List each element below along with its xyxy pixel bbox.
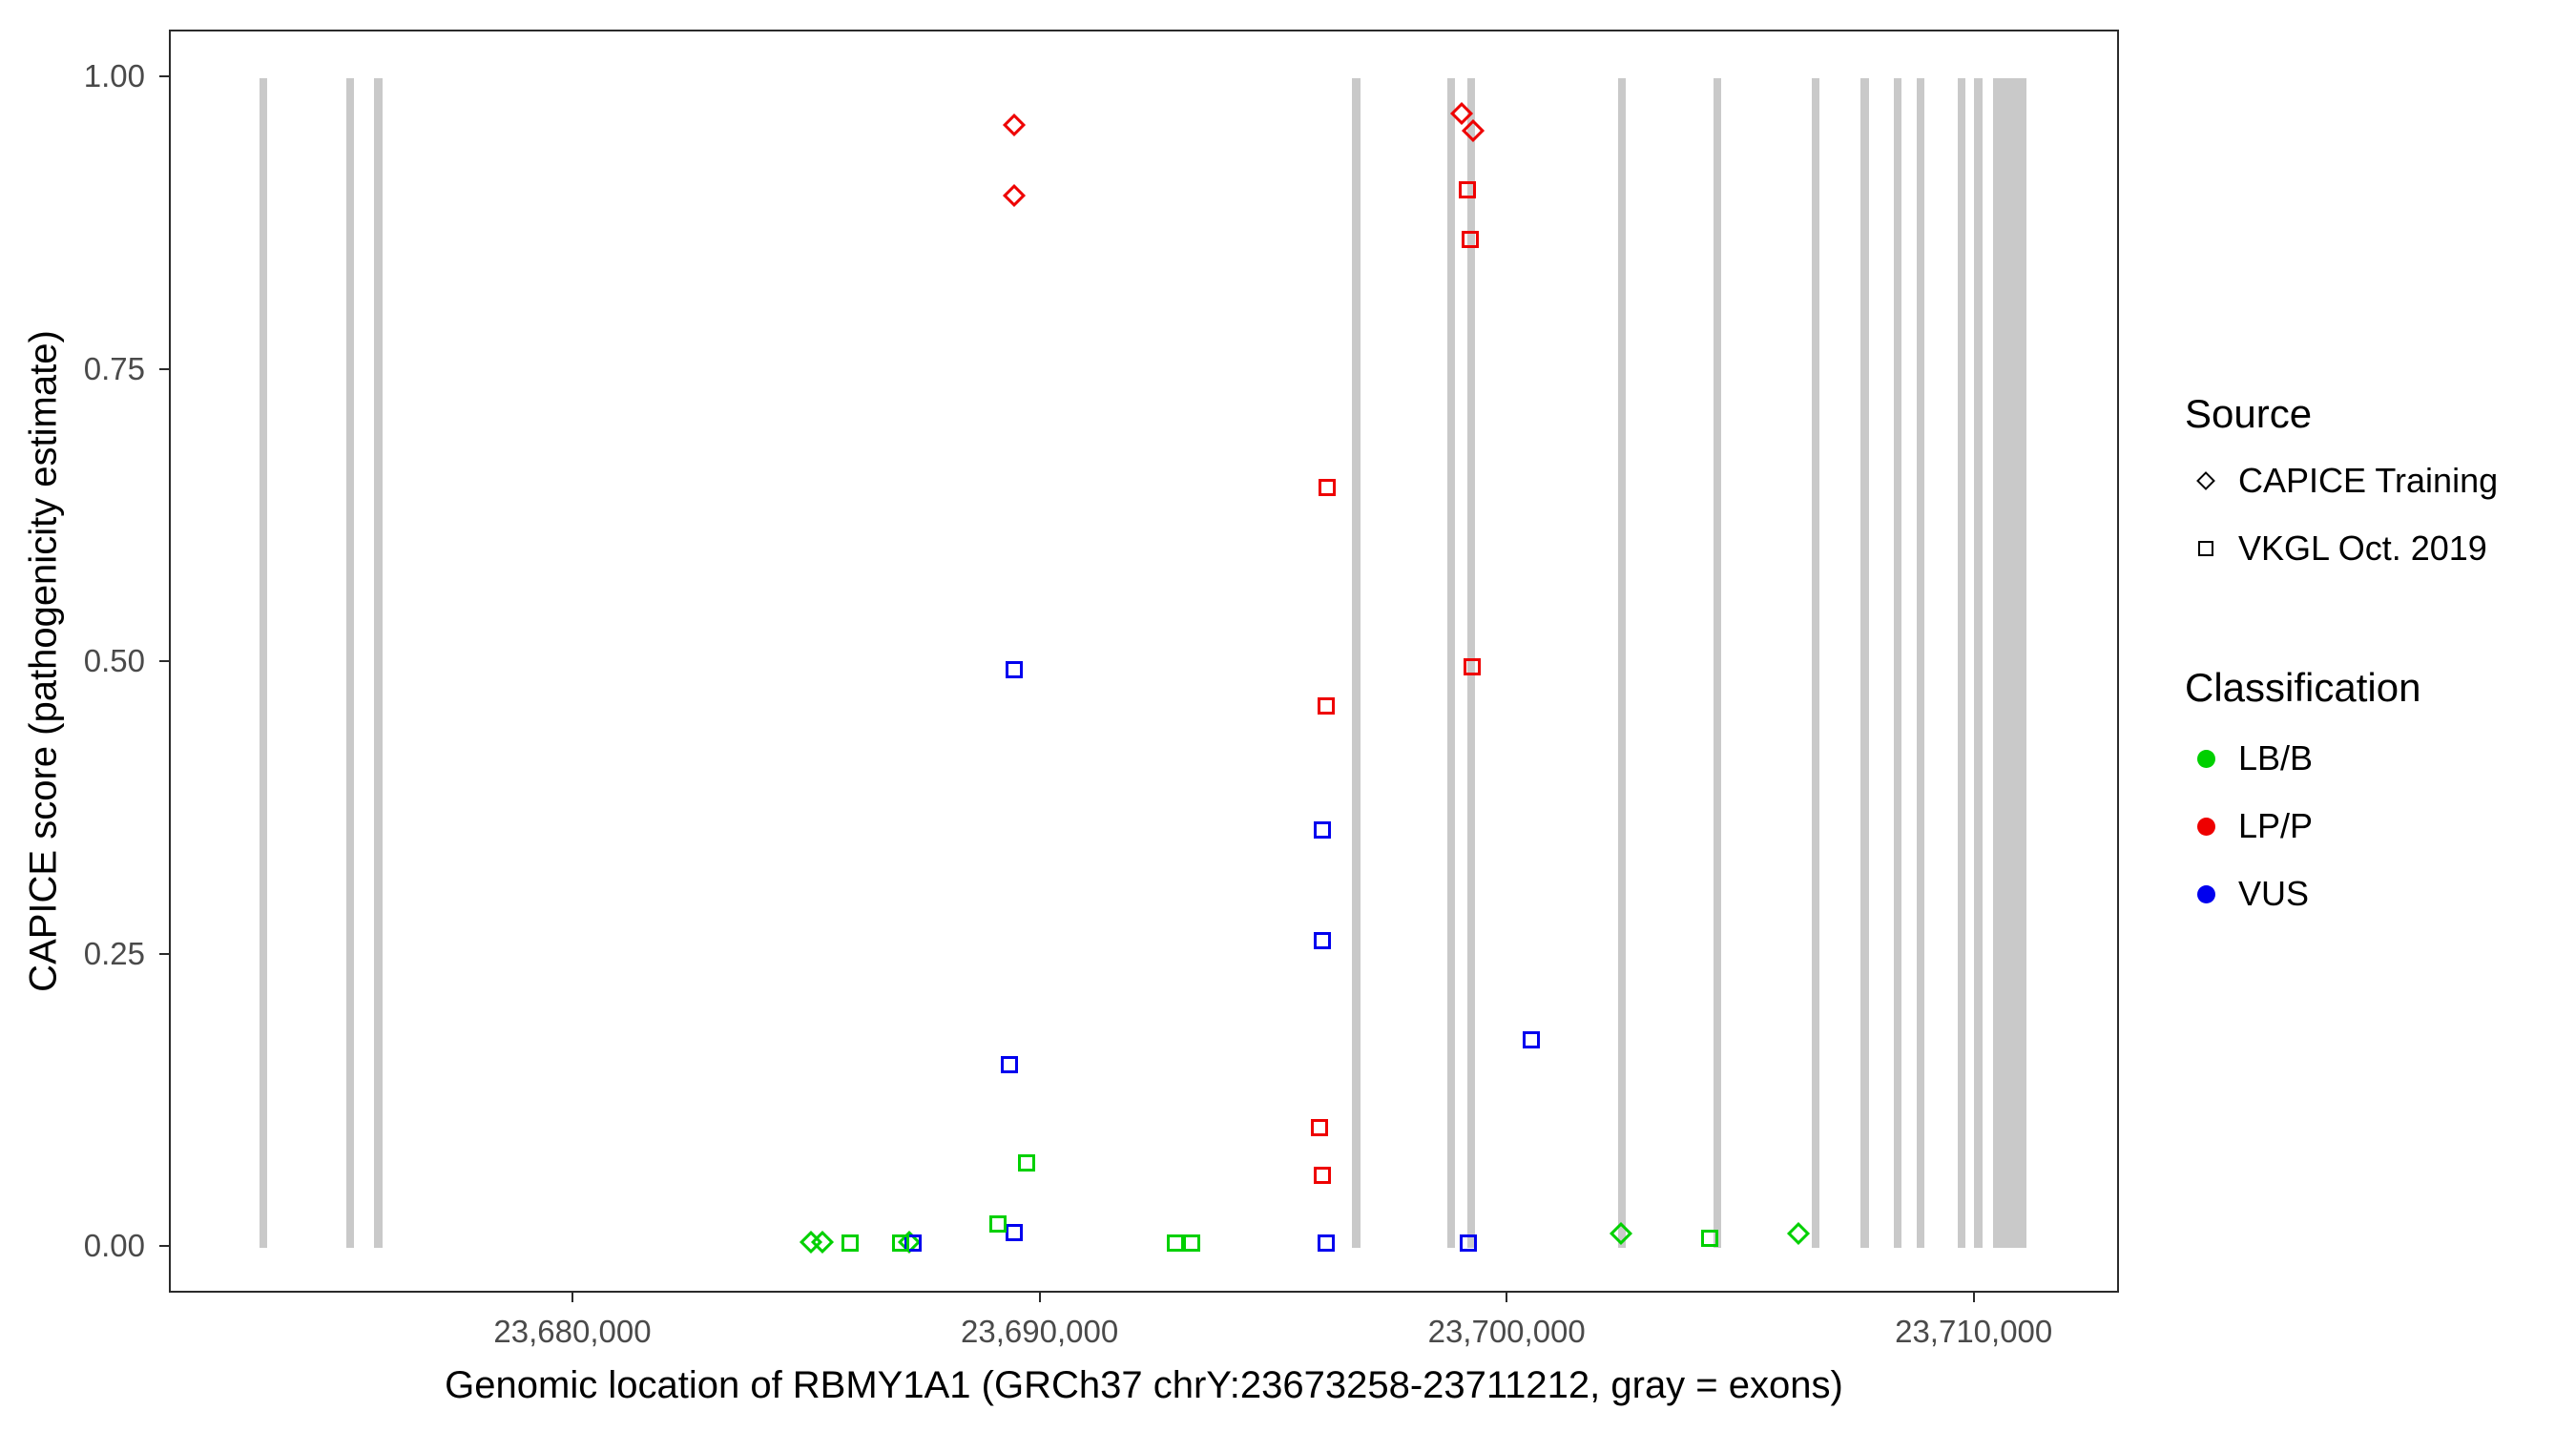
y-tick-mark [159,660,169,662]
data-point-diamond [1462,119,1485,143]
data-point-square [892,1234,910,1253]
data-point-square [1314,821,1332,840]
plot-panel [169,30,2119,1293]
legend-item-label: CAPICE Training [2238,461,2499,500]
diamond-marker-icon [2185,471,2227,490]
y-tick-label: 0.00 [83,1228,145,1263]
data-point-diamond [1002,114,1026,137]
data-point-square [988,1215,1007,1234]
legend-item-vus: VUS [2185,871,2309,917]
data-point-square [1317,697,1335,716]
y-tick-mark [159,1245,169,1247]
exon-bar [1860,78,1869,1248]
x-tick-mark [1038,1293,1041,1302]
green-dot-icon [2185,749,2227,768]
data-point-diamond [1002,183,1026,207]
exon-bar [1957,78,1966,1248]
exon-bar [1993,78,2027,1248]
data-point-square [1701,1230,1719,1248]
exon-bar [1466,78,1476,1248]
exon-bar [259,78,268,1248]
exon-bar [346,78,355,1248]
y-tick-mark [159,367,169,370]
x-tick-label: 23,710,000 [1895,1314,2053,1349]
exon-bar [1973,78,1983,1248]
x-tick-label: 23,680,000 [493,1314,652,1349]
exon-bar [374,78,383,1248]
legend-item-capice-training: CAPICE Training [2185,458,2498,504]
legend-item-lpp: LP/P [2185,803,2313,849]
x-tick-mark [1972,1293,1975,1302]
y-tick-label: 0.50 [83,643,145,678]
data-point-square [1000,1055,1018,1073]
data-point-square [904,1234,922,1253]
legend-item-vkgl: VKGL Oct. 2019 [2185,526,2487,571]
data-point-diamond [1786,1222,1810,1246]
data-point-square [1458,180,1476,198]
data-point-square [1460,1234,1478,1253]
x-tick-mark [571,1293,573,1302]
y-tick-label: 0.75 [83,350,145,386]
data-point-square [841,1234,859,1253]
data-point-square [1018,1153,1036,1172]
legend-classification-title: Classification [2185,665,2421,710]
data-point-square [1319,479,1337,497]
data-point-square [1314,1167,1332,1184]
legend-item-lbb: LB/B [2185,736,2313,781]
exon-bar [1893,78,1902,1248]
square-marker-icon [2185,541,2227,556]
data-point-square [1522,1030,1540,1048]
x-tick-mark [1506,1293,1508,1302]
exon-bar [1352,78,1361,1248]
y-tick-label: 0.25 [83,935,145,971]
exon-bar [1447,78,1456,1248]
data-point-square [1182,1234,1200,1253]
x-tick-label: 23,700,000 [1427,1314,1586,1349]
legend-item-label: VKGL Oct. 2019 [2238,529,2487,568]
data-point-square [1462,231,1479,249]
legend-item-label: LB/B [2238,738,2314,778]
data-point-square [1317,1234,1335,1253]
data-point-square [1463,657,1481,675]
data-point-square [1314,931,1332,949]
exon-bar [1617,78,1627,1248]
exon-bar [1713,78,1721,1248]
exon-bar [1916,78,1925,1248]
data-point-square [1166,1234,1184,1253]
data-point-square [1310,1118,1328,1136]
x-axis-title: Genomic location of RBMY1A1 (GRCh37 chrY… [445,1364,1843,1406]
legend-item-label: VUS [2238,874,2310,913]
legend-source-title: Source [2185,391,2313,436]
y-tick-label: 1.00 [83,58,145,93]
y-tick-mark [159,75,169,77]
data-point-square [1005,661,1023,679]
legend-item-label: LP/P [2238,806,2314,845]
x-tick-label: 23,690,000 [961,1314,1119,1349]
data-point-diamond [1610,1222,1633,1246]
y-tick-mark [159,952,169,955]
blue-dot-icon [2185,884,2227,903]
exon-bar [1811,78,1820,1248]
data-point-square [1005,1224,1023,1241]
red-dot-icon [2185,817,2227,836]
